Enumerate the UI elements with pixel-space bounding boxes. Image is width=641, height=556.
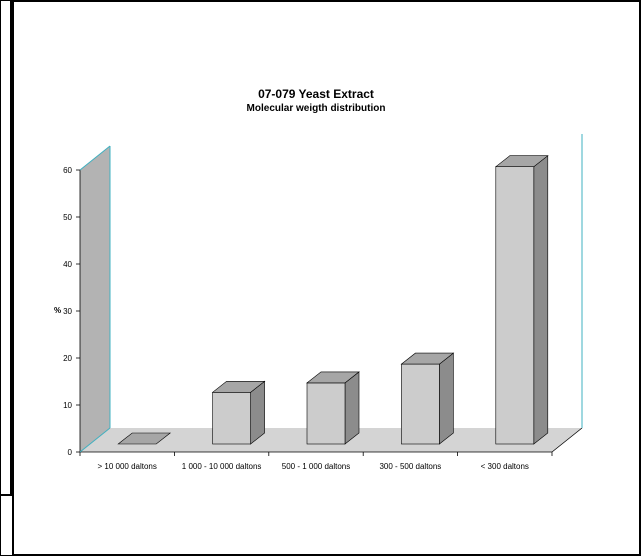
chart-panel-frame — [12, 0, 641, 556]
x-tick-label: > 10 000 daltons — [98, 462, 157, 471]
bar — [494, 155, 549, 445]
chart-subtitle: Molecular weigth distribution — [247, 103, 386, 114]
floor-left-edge — [79, 427, 111, 453]
y-tick-label: 10 — [63, 401, 72, 410]
bar-top — [494, 155, 549, 167]
bar-top — [400, 352, 455, 365]
bars-group — [117, 155, 549, 445]
x-tick-label: 300 - 500 daltons — [379, 462, 441, 471]
x-tick-label: 1 000 - 10 000 daltons — [182, 462, 262, 471]
left-panel-frame — [0, 0, 12, 496]
y-tick-label: 40 — [63, 260, 72, 269]
bar — [117, 432, 172, 445]
bar-front — [212, 391, 251, 445]
x-tick-label: 500 - 1 000 daltons — [282, 462, 351, 471]
bar-side — [344, 371, 360, 445]
wall-top-edge — [79, 145, 111, 171]
bar-front — [495, 166, 535, 445]
y-axis-ticks: 0 10 20 30 40 50 60 — [63, 166, 80, 457]
bar-front — [306, 382, 346, 445]
bar-front — [401, 363, 440, 445]
bar-side — [533, 155, 549, 445]
y-tick-label: 20 — [63, 354, 72, 363]
y-tick-label: 30 — [63, 307, 72, 316]
bar-top — [306, 371, 360, 384]
bar — [211, 380, 266, 445]
floor-right-edge — [551, 427, 583, 453]
y-tick-label: 0 — [68, 448, 73, 457]
x-axis-labels: > 10 000 daltons 1 000 - 10 000 daltons 50… — [79, 452, 553, 471]
y-tick-label: 50 — [63, 213, 72, 222]
bar — [306, 371, 360, 445]
bar-side — [439, 352, 454, 445]
bar-top — [117, 432, 172, 445]
left-side-wall — [80, 146, 110, 452]
bar — [400, 352, 455, 445]
y-tick-label: 60 — [63, 166, 72, 175]
x-tick-label: < 300 daltons — [481, 462, 529, 471]
chart-title: 07-079 Yeast Extract — [258, 87, 374, 101]
y-axis-title: % — [54, 306, 61, 315]
right-panel-edge — [639, 0, 641, 556]
bar-top — [211, 380, 266, 393]
